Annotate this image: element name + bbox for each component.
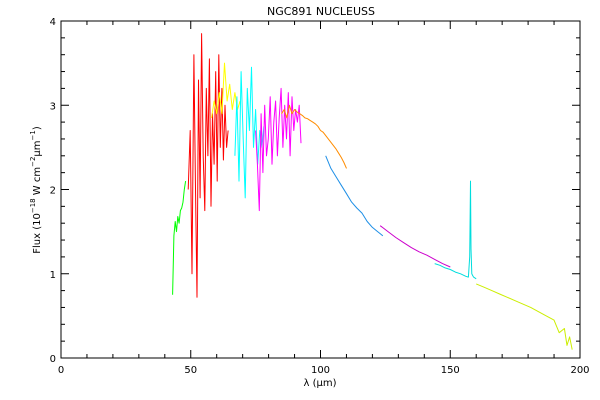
- axis-ticks: 0 50 100 150 200 0 1 2 3 4: [50, 17, 590, 376]
- spectrum-segment-8: [379, 225, 451, 268]
- y-tick-label: 4: [50, 17, 56, 28]
- spectrum-series: [172, 33, 573, 350]
- y-tick-label: 0: [50, 354, 56, 365]
- spectrum-segment-4: [234, 66, 265, 199]
- plot-frame: [60, 20, 581, 359]
- spectrum-segment-6: [281, 104, 347, 169]
- spectrum-segment-1: [172, 181, 187, 295]
- chart-title: NGC891 NUCLEUSS: [267, 5, 375, 18]
- spectrum-segment-2: [187, 33, 229, 298]
- y-axis-label: Flux (10−18 W cm−2μm−1): [29, 126, 43, 254]
- x-tick-label: 150: [441, 365, 460, 376]
- x-axis-label: λ (μm): [303, 378, 336, 389]
- x-tick-label: 50: [184, 365, 197, 376]
- y-tick-label: 1: [50, 270, 56, 281]
- y-tick-label: 3: [50, 101, 56, 112]
- spectrum-segment-3: [211, 62, 241, 118]
- spectrum-segment-10: [476, 283, 573, 350]
- spectrum-segment-7: [325, 155, 384, 237]
- x-tick-label: 200: [570, 365, 589, 376]
- y-tick-label: 2: [50, 186, 56, 197]
- spectrum-segment-9: [434, 180, 477, 280]
- x-tick-label: 100: [311, 365, 330, 376]
- x-tick-label: 0: [58, 365, 64, 376]
- spectrum-segment-5: [255, 87, 302, 212]
